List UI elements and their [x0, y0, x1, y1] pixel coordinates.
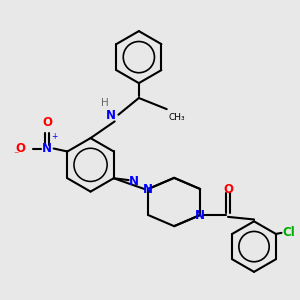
- Text: N: N: [129, 176, 139, 188]
- Text: N: N: [195, 208, 205, 221]
- Text: O: O: [223, 182, 233, 196]
- Text: O: O: [16, 142, 26, 155]
- Text: CH₃: CH₃: [169, 113, 185, 122]
- Text: Cl: Cl: [283, 226, 295, 238]
- Text: O: O: [42, 116, 52, 129]
- Text: +: +: [51, 132, 58, 141]
- Text: N: N: [106, 109, 116, 122]
- Text: N: N: [143, 182, 153, 196]
- Text: N: N: [42, 142, 52, 155]
- Text: ⁻: ⁻: [13, 150, 19, 160]
- Text: H: H: [101, 98, 109, 108]
